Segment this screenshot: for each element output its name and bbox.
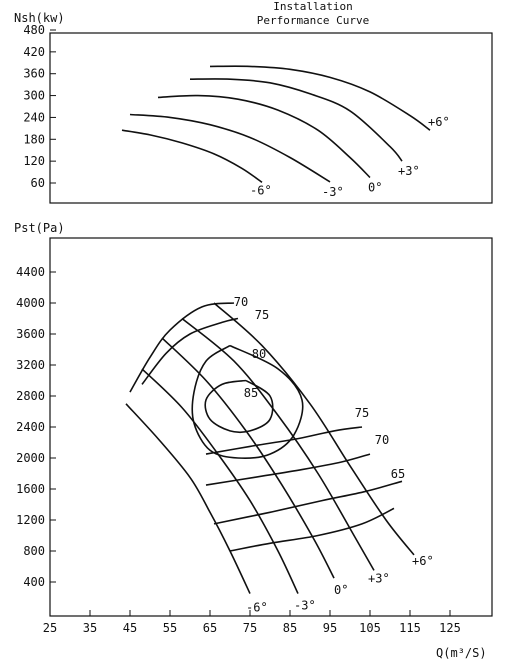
x-tick-label: 125 [439, 621, 461, 635]
bottom-y-tick-label: 2400 [16, 420, 45, 434]
bottom-y-axis-label: Pst(Pa) [14, 221, 65, 235]
bottom-y-tick-label: 4400 [16, 265, 45, 279]
efficiency-label: 70 [375, 433, 389, 447]
pressure-curve-label: -3° [294, 599, 316, 613]
bottom-y-tick-label: 400 [23, 575, 45, 589]
bottom-y-tick-label: 800 [23, 544, 45, 558]
bottom-y-tick-label: 3600 [16, 327, 45, 341]
pressure-curves: -6° -3° 0° +3° +6° [125, 302, 434, 615]
bottom-y-tick-label: 2000 [16, 451, 45, 465]
power-curve-line [209, 65, 431, 131]
efficiency-contour-line [213, 480, 403, 525]
pressure-curve-line [161, 337, 335, 579]
bottom-y-tick-label: 1200 [16, 513, 45, 527]
top-y-tick-label: 420 [23, 45, 45, 59]
bottom-y-ticks: 4400 4000 3600 3200 2800 2400 2000 1600 1200 800 4… [16, 265, 56, 589]
efficiency-contour-line [191, 344, 304, 459]
x-axis-label: Q(m³/S) [436, 646, 487, 660]
x-tick-label: 65 [203, 621, 217, 635]
top-plot-frame [49, 32, 493, 204]
x-tick-label: 25 [43, 621, 57, 635]
top-y-axis-label: Nsh(kw) [14, 11, 65, 25]
pressure-curve-line [181, 317, 375, 571]
bottom-y-tick-label: 1600 [16, 482, 45, 496]
efficiency-contour-line [205, 453, 371, 486]
power-curve-line [157, 94, 371, 179]
power-curve-label: 0° [368, 181, 382, 195]
top-y-tick-label: 180 [23, 132, 45, 146]
efficiency-label: 75 [355, 406, 369, 420]
top-y-tick-label: 240 [23, 110, 45, 124]
pressure-curve-label: +6° [412, 554, 434, 568]
efficiency-contour-line [229, 507, 395, 552]
pressure-curve-line [213, 302, 415, 556]
bottom-y-tick-label: 3200 [16, 358, 45, 372]
chart-title: Installation [273, 0, 352, 13]
top-power-curves: -6° -3° 0° +3° +6° [121, 65, 450, 199]
top-y-tick-label: 360 [23, 67, 45, 81]
x-tick-label: 75 [243, 621, 257, 635]
pressure-curve-line [125, 403, 251, 594]
power-curve-line [189, 78, 403, 162]
x-tick-label: 95 [323, 621, 337, 635]
pressure-curve-label: -6° [246, 601, 268, 615]
bottom-y-tick-label: 4000 [16, 296, 45, 310]
power-curve-label: -6° [250, 183, 272, 197]
x-tick-label: 115 [399, 621, 421, 635]
power-curve-line [121, 129, 263, 183]
x-tick-label: 105 [359, 621, 381, 635]
chart-subtitle: Performance Curve [257, 14, 370, 27]
efficiency-contour-line [129, 302, 235, 393]
efficiency-label: 75 [255, 308, 269, 322]
x-tick-label: 85 [283, 621, 297, 635]
efficiency-contours: 70 75 80 85 75 70 65 [129, 295, 405, 552]
efficiency-label: 85 [244, 386, 258, 400]
x-tick-label: 55 [163, 621, 177, 635]
power-curve-label: +3° [398, 164, 420, 178]
pressure-curve-label: 0° [334, 583, 348, 597]
power-curve-line [129, 113, 331, 183]
efficiency-contour-line [204, 379, 274, 434]
top-y-tick-label: 300 [23, 89, 45, 103]
x-ticks: 25 35 45 55 65 75 85 95 105 115 125 [43, 610, 461, 635]
efficiency-label: 70 [234, 295, 248, 309]
pressure-curve-line [141, 368, 299, 594]
power-curve-label: +6° [428, 115, 450, 129]
efficiency-label: 65 [391, 467, 405, 481]
power-curve-label: -3° [322, 185, 344, 199]
bottom-y-tick-label: 2800 [16, 389, 45, 403]
x-tick-label: 45 [123, 621, 137, 635]
pressure-curve-label: +3° [368, 571, 390, 585]
efficiency-contour-line [141, 317, 239, 385]
x-tick-label: 35 [83, 621, 97, 635]
top-y-tick-label: 120 [23, 154, 45, 168]
top-y-tick-label: 480 [23, 23, 45, 37]
top-y-ticks: 480 420 360 300 240 180 120 60 [23, 23, 56, 190]
efficiency-contour-line [205, 426, 363, 455]
top-y-tick-label: 60 [31, 176, 45, 190]
efficiency-label: 80 [252, 347, 266, 361]
